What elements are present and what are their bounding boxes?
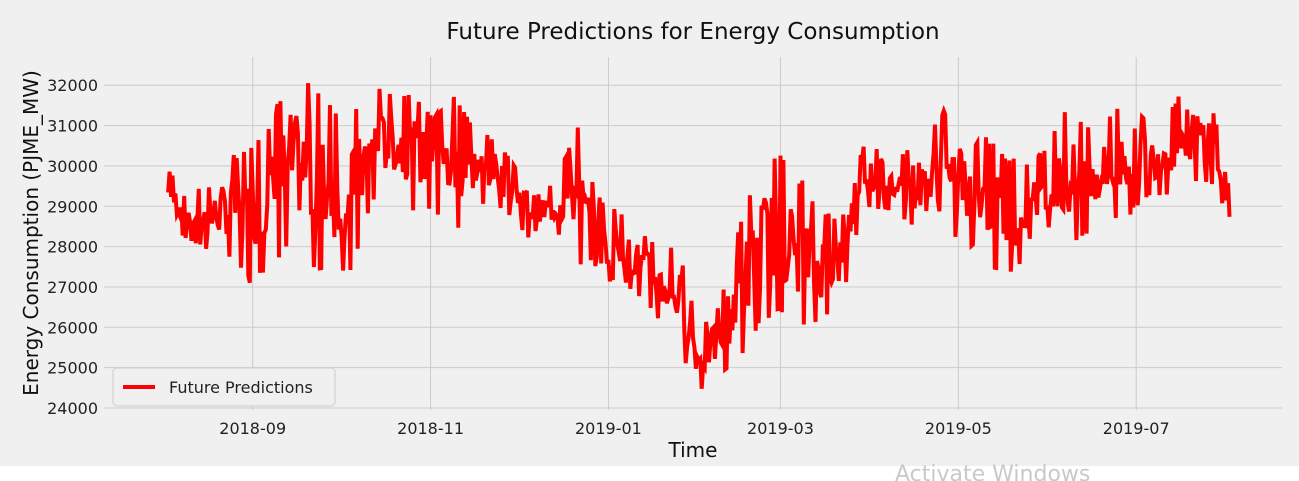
line-chart: 24000 25000 26000 27000 28000 29000 30000 31000… (19, 19, 1282, 462)
y-tick-label: 28000 (47, 238, 98, 257)
legend-label: Future Predictions (169, 378, 313, 397)
y-tick-labels: 24000 25000 26000 27000 28000 29000 30000 31000… (47, 76, 98, 418)
x-tick-label: 2019-05 (925, 419, 992, 438)
y-axis-label: Energy Consumption (PJME_MW) (19, 70, 43, 396)
y-tick-label: 32000 (47, 76, 98, 95)
series-future-predictions (166, 83, 1232, 389)
y-tick-label: 26000 (47, 318, 98, 337)
chart-title: Future Predictions for Energy Consumptio… (446, 19, 939, 45)
y-tick-label: 27000 (47, 278, 98, 297)
y-tick-label: 24000 (47, 399, 98, 418)
y-tick-label: 29000 (47, 197, 98, 216)
x-tick-label: 2019-03 (747, 419, 814, 438)
legend-box (112, 367, 336, 407)
x-tick-labels: 2018-09 2018-11 2019-01 2019-03 2019-05 2019-… (219, 419, 1169, 438)
chart-figure: 24000 25000 26000 27000 28000 29000 30000 31000… (0, 0, 1299, 466)
y-tick-label: 25000 (47, 359, 98, 378)
legend: Future Predictions (112, 367, 336, 407)
x-tick-label: 2019-07 (1103, 419, 1170, 438)
y-tick-label: 30000 (47, 157, 98, 176)
x-tick-label: 2018-11 (397, 419, 464, 438)
watermark-text: Activate Windows (895, 462, 1091, 481)
y-tick-label: 31000 (47, 117, 98, 136)
x-axis-label: Time (668, 438, 718, 462)
x-tick-label: 2019-01 (575, 419, 642, 438)
x-tick-label: 2018-09 (219, 419, 286, 438)
series-line (166, 83, 1232, 389)
